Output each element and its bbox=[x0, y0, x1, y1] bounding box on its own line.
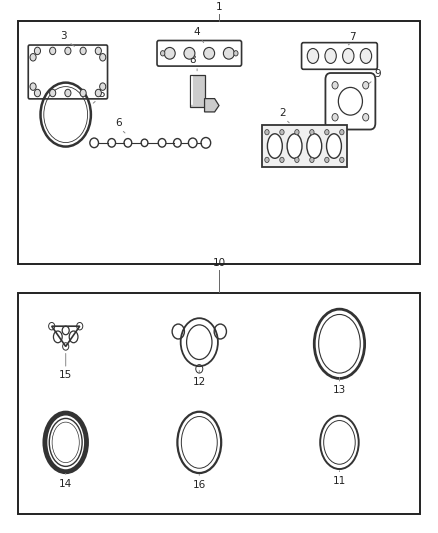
Circle shape bbox=[30, 53, 36, 61]
Ellipse shape bbox=[325, 49, 336, 63]
Text: 11: 11 bbox=[333, 476, 346, 486]
Text: 12: 12 bbox=[193, 377, 206, 387]
Text: 8: 8 bbox=[189, 55, 196, 65]
Text: 1: 1 bbox=[215, 2, 223, 12]
Circle shape bbox=[99, 83, 106, 90]
Ellipse shape bbox=[343, 49, 354, 63]
Circle shape bbox=[99, 53, 106, 61]
Text: 10: 10 bbox=[212, 257, 226, 268]
Ellipse shape bbox=[360, 49, 371, 63]
Bar bbox=[261, 125, 347, 167]
Circle shape bbox=[30, 83, 36, 90]
Circle shape bbox=[280, 130, 284, 135]
Bar bbox=[18, 293, 420, 514]
Ellipse shape bbox=[204, 47, 215, 59]
Ellipse shape bbox=[223, 47, 234, 59]
Circle shape bbox=[65, 89, 71, 96]
Circle shape bbox=[265, 130, 269, 135]
Circle shape bbox=[80, 47, 86, 55]
Circle shape bbox=[340, 157, 344, 163]
Ellipse shape bbox=[307, 49, 319, 63]
Circle shape bbox=[80, 89, 86, 96]
Circle shape bbox=[160, 51, 165, 56]
Circle shape bbox=[34, 89, 41, 96]
Circle shape bbox=[310, 157, 314, 163]
Polygon shape bbox=[205, 99, 219, 112]
Text: 14: 14 bbox=[59, 479, 72, 489]
Circle shape bbox=[325, 157, 329, 163]
Circle shape bbox=[49, 47, 56, 55]
Circle shape bbox=[265, 157, 269, 163]
Circle shape bbox=[280, 157, 284, 163]
Circle shape bbox=[363, 82, 369, 89]
Circle shape bbox=[295, 157, 299, 163]
Circle shape bbox=[332, 82, 338, 89]
Text: 15: 15 bbox=[59, 370, 72, 381]
Circle shape bbox=[332, 114, 338, 121]
Circle shape bbox=[310, 130, 314, 135]
Ellipse shape bbox=[307, 134, 321, 158]
Text: 16: 16 bbox=[193, 480, 206, 490]
Text: 9: 9 bbox=[374, 69, 381, 79]
Circle shape bbox=[95, 47, 102, 55]
Text: 13: 13 bbox=[333, 385, 346, 395]
Text: 6: 6 bbox=[115, 118, 122, 128]
Ellipse shape bbox=[287, 134, 302, 158]
Ellipse shape bbox=[164, 47, 175, 59]
Circle shape bbox=[65, 47, 71, 55]
Bar bbox=[18, 21, 420, 264]
Text: 4: 4 bbox=[194, 27, 201, 37]
Ellipse shape bbox=[184, 47, 195, 59]
Circle shape bbox=[95, 89, 102, 96]
Ellipse shape bbox=[326, 134, 342, 158]
Circle shape bbox=[34, 47, 41, 55]
Text: 2: 2 bbox=[279, 108, 286, 118]
Circle shape bbox=[340, 130, 344, 135]
Text: 7: 7 bbox=[349, 31, 356, 42]
Text: 3: 3 bbox=[60, 31, 67, 41]
Text: 5: 5 bbox=[99, 88, 105, 99]
Circle shape bbox=[295, 130, 299, 135]
Circle shape bbox=[49, 89, 56, 96]
Circle shape bbox=[325, 130, 329, 135]
Bar bbox=[190, 75, 205, 107]
Circle shape bbox=[363, 114, 369, 121]
Ellipse shape bbox=[267, 134, 282, 158]
Circle shape bbox=[234, 51, 238, 56]
